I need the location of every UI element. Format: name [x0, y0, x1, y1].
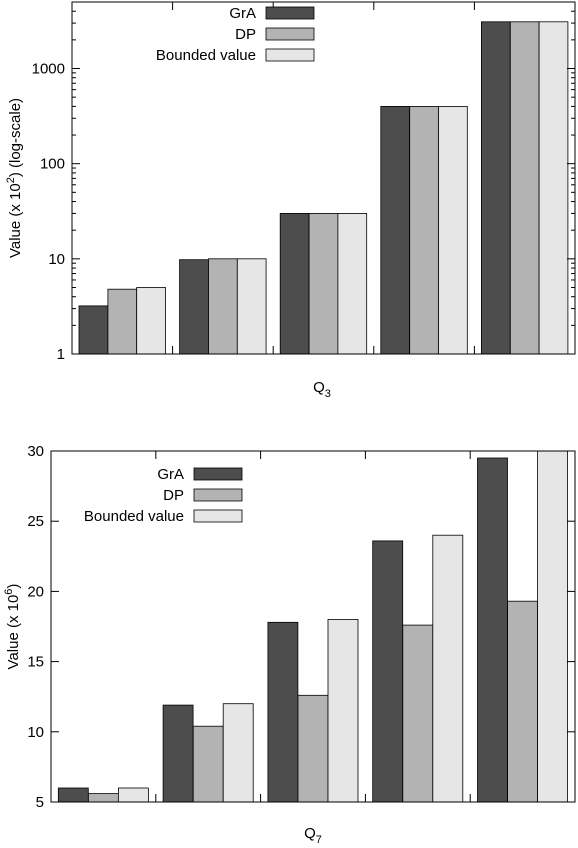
- legend-label: DP: [163, 487, 184, 504]
- y-tick-label: 5: [36, 794, 44, 811]
- plot-frame: [50, 450, 576, 803]
- chart-1: 1 10 100 1000 Value (x 102) (log-scale) Q3 GrA…: [5, 1, 576, 400]
- bar: [409, 106, 439, 355]
- y-tick-label: 20: [27, 583, 44, 600]
- y-axis-label: Value (x 106): [3, 584, 22, 670]
- bar: [337, 212, 368, 355]
- bar: [477, 457, 508, 803]
- bar: [136, 287, 166, 355]
- bar: [380, 106, 410, 355]
- bar: [308, 212, 339, 355]
- y-tick-label: 15: [27, 654, 44, 671]
- bar: [78, 305, 109, 355]
- bar: [88, 793, 119, 803]
- y-tick-label: 100: [40, 156, 65, 173]
- bar: [118, 787, 149, 803]
- bar: [509, 21, 540, 355]
- bar: [267, 621, 299, 803]
- bar: [372, 540, 404, 803]
- chart-2: 5 10 15 20 25 30 Value (x 106) Q7 GrA DP Bounded v…: [3, 443, 576, 846]
- x-axis-label: Q7: [304, 825, 322, 846]
- bar: [179, 259, 209, 355]
- legend-swatch: [193, 488, 243, 502]
- y-tick-label: 10: [27, 724, 44, 741]
- legend-label: GrA: [157, 466, 184, 483]
- bar: [507, 600, 539, 803]
- y-tick-label: 30: [27, 443, 44, 460]
- bar: [107, 288, 138, 355]
- legend-swatch: [193, 509, 243, 523]
- legend-label: GrA: [229, 5, 256, 22]
- bar: [538, 21, 569, 355]
- legend-swatch: [193, 467, 243, 481]
- legend-swatch: [265, 27, 315, 41]
- bar: [438, 106, 468, 355]
- legend-label: Bounded value: [84, 508, 184, 525]
- x-axis-label: Q3: [313, 379, 331, 400]
- y-tick-label: 1000: [32, 61, 65, 78]
- bar: [192, 725, 224, 803]
- bar: [402, 624, 434, 803]
- bar: [537, 450, 568, 803]
- y-axis-label: Value (x 102) (log-scale): [5, 98, 24, 258]
- y-tick-label: 10: [48, 251, 65, 268]
- y-tick-label: 1: [57, 346, 65, 363]
- legend-label: DP: [235, 26, 256, 43]
- bar: [208, 258, 238, 355]
- legend-label: Bounded value: [156, 47, 256, 64]
- bar: [236, 258, 267, 355]
- bar: [57, 787, 89, 803]
- bar: [480, 21, 511, 355]
- bar: [279, 212, 310, 355]
- bar: [162, 704, 194, 803]
- bar: [222, 703, 254, 803]
- y-tick-label: 25: [27, 513, 44, 530]
- bar: [297, 694, 329, 803]
- legend-swatch: [265, 48, 315, 62]
- bar: [327, 619, 359, 803]
- bar: [432, 534, 464, 803]
- legend-swatch: [265, 6, 315, 20]
